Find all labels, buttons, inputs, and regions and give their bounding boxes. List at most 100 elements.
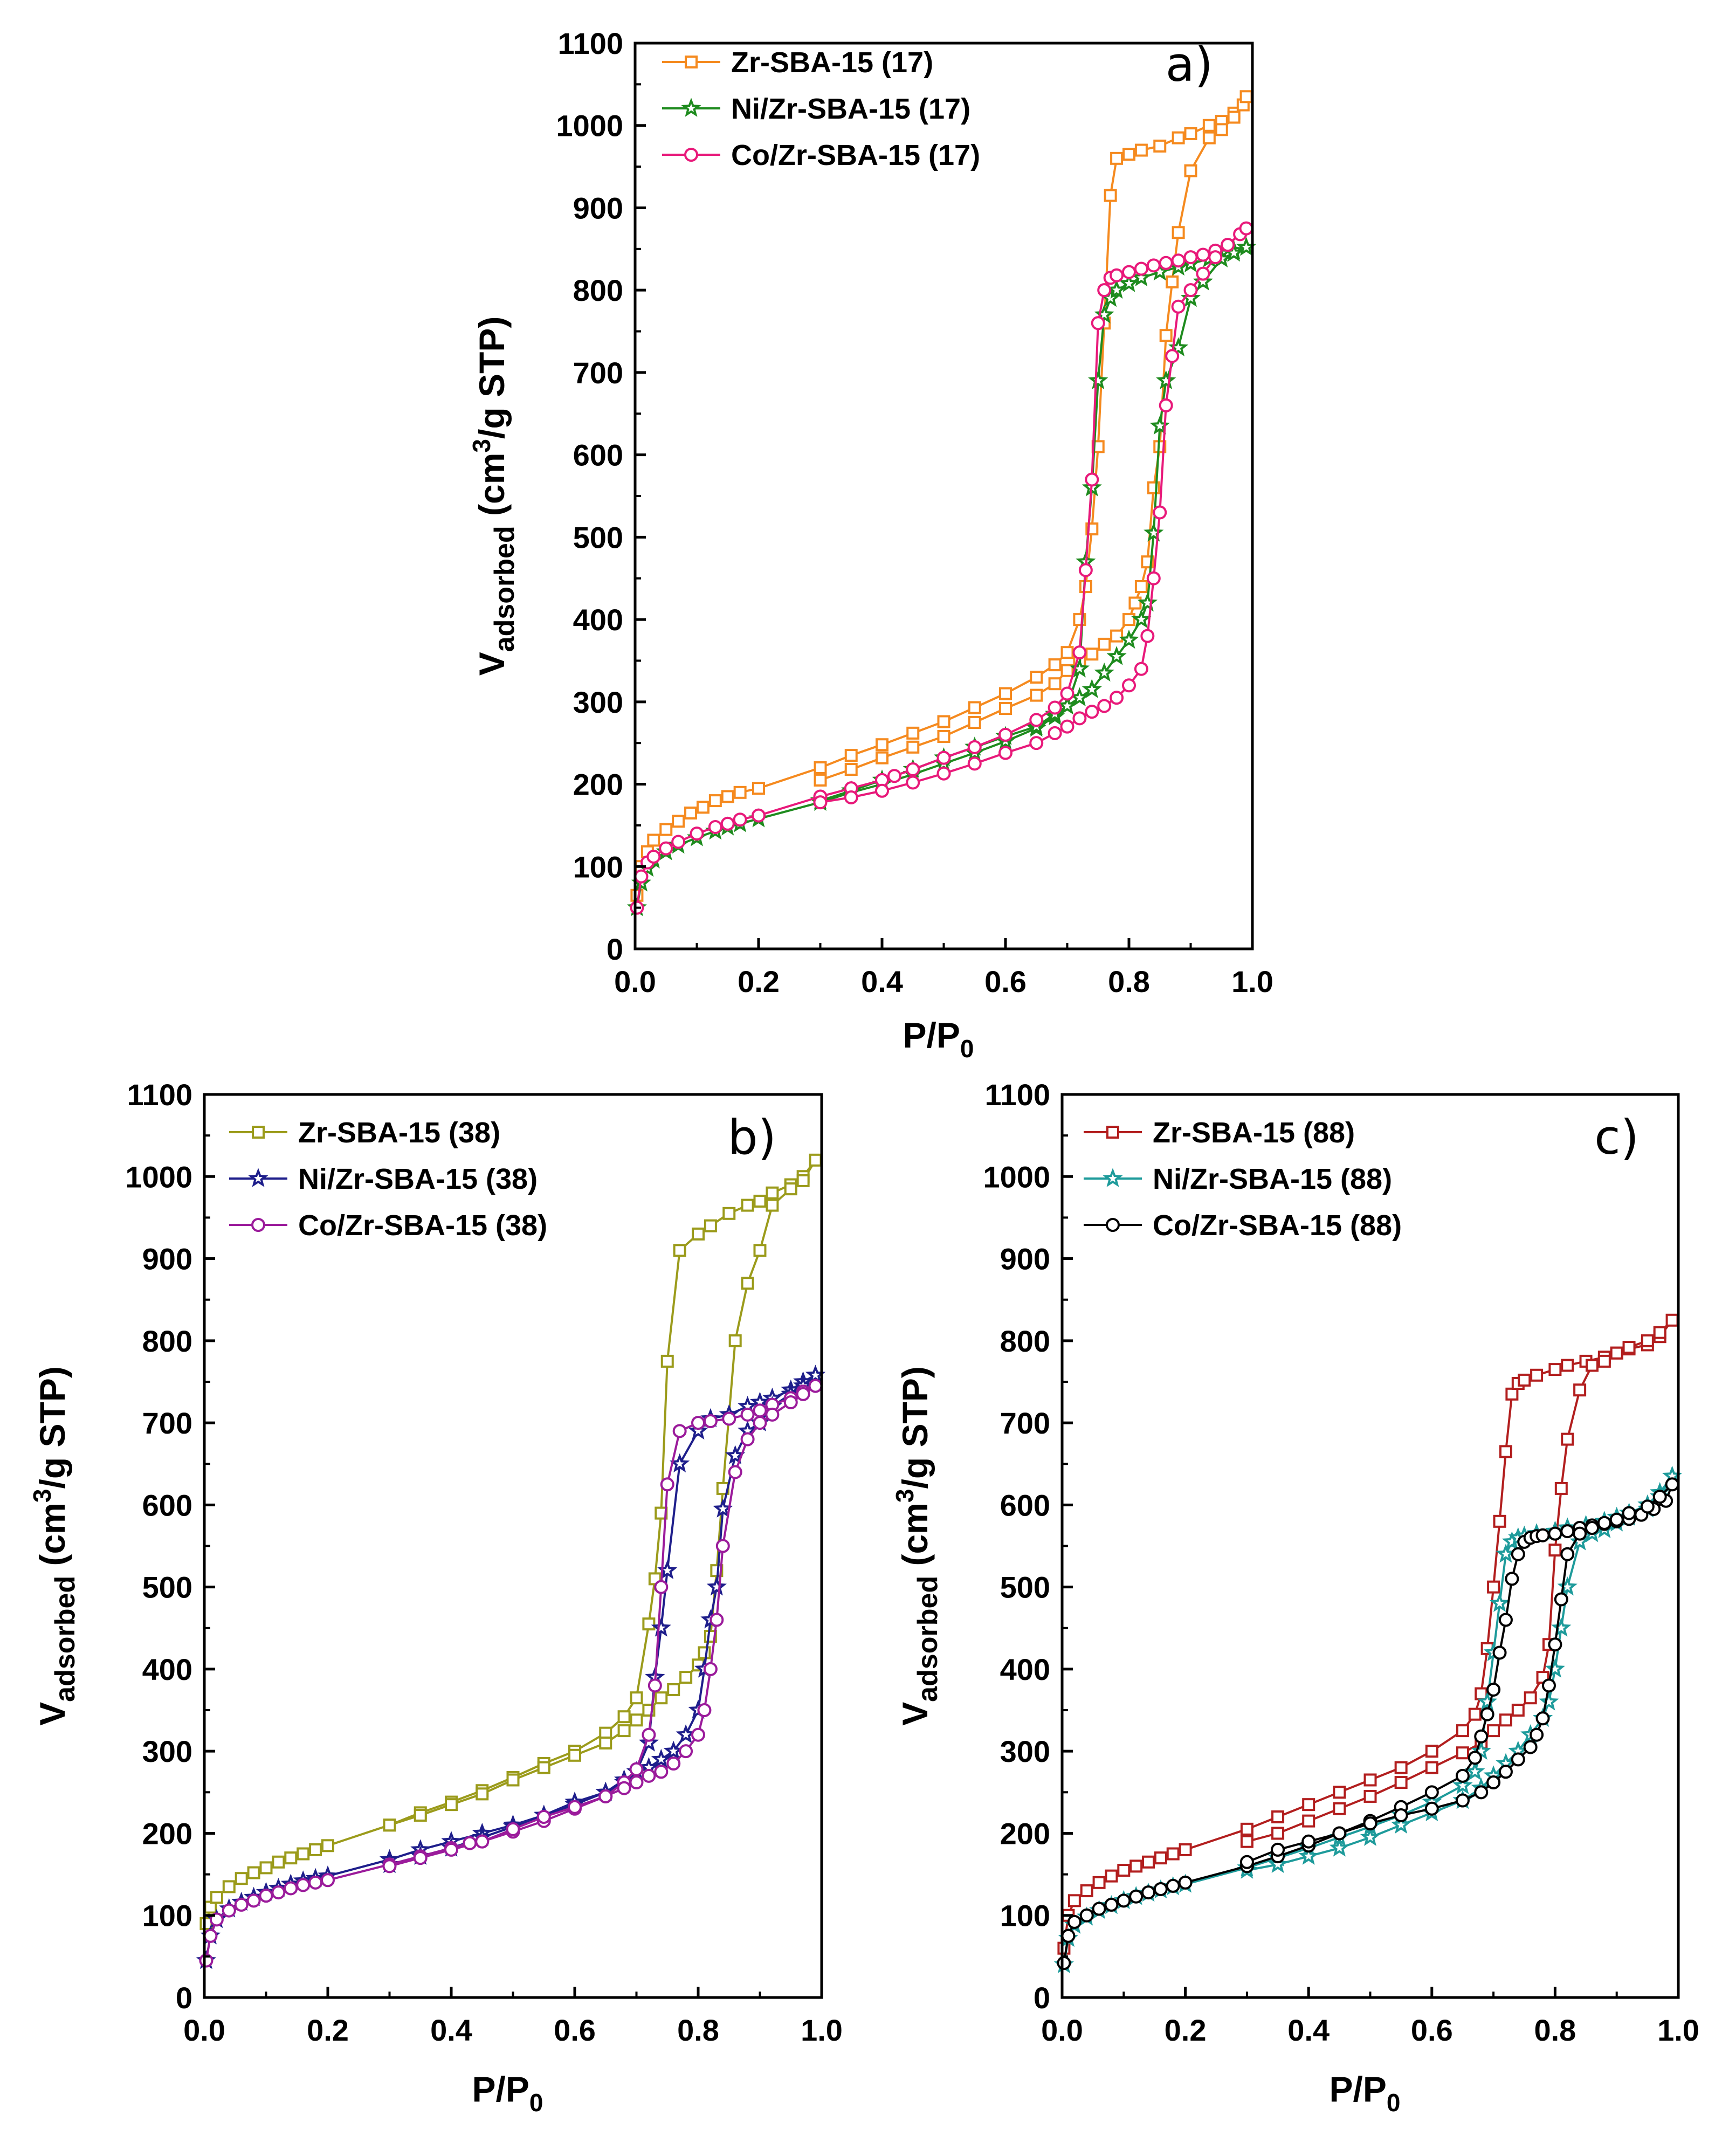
panel-b-legend-label-3: Co/Zr-SBA-15 (38) [298, 1209, 547, 1242]
panel-a-series-2-point-42 [1156, 370, 1176, 389]
panel-c-series-3-point-57 [1511, 1752, 1525, 1767]
panel-a-series-3-point-9 [733, 812, 747, 827]
panel-a-series-1-point-33 [1184, 127, 1197, 140]
panel-a-series-3-point-63 [875, 783, 889, 798]
panel-c-series-2-point-59 [1360, 1827, 1381, 1846]
panel-b-series-3-point-11 [321, 1873, 335, 1888]
panel-a-xtick-label-5: 1.0 [1231, 965, 1273, 998]
panel-c-series-1-point-38 [1665, 1313, 1679, 1327]
panel-a-series-3-point-17 [967, 740, 982, 754]
panel-b-series-1-point-21 [630, 1691, 643, 1705]
panel-c-series-1-point-26 [1505, 1387, 1519, 1401]
panel-c-series-3-point-45 [1622, 1506, 1636, 1520]
panel-a-series-3-point-4 [659, 841, 673, 856]
panel-b-series-3-point-54 [598, 1789, 613, 1803]
panel-c-ytick-label-0: 0 [1034, 1981, 1050, 2015]
panel-a-series-3-point-61 [936, 766, 951, 781]
panel-c-xtick-label-3: 0.6 [1411, 2013, 1453, 2047]
panel-c-series-3-point-46 [1609, 1512, 1624, 1527]
panel-c-legend-label-3: Co/Zr-SBA-15 (88) [1153, 1209, 1402, 1242]
panel-a-legend-label-2: Ni/Zr-SBA-15 (17) [731, 93, 970, 125]
panel-c-series-1-point-23 [1487, 1580, 1500, 1594]
panel-c-series-3-point-54 [1535, 1711, 1550, 1726]
panel-c-series-1-point-60 [1333, 1802, 1346, 1815]
panel-b-series-3-point-42 [728, 1465, 742, 1479]
panel-a-series-3-point-32 [1159, 256, 1173, 270]
panel-a-series-2-point-48 [1106, 646, 1127, 665]
panel-c-series-3-point-5 [1104, 1897, 1119, 1912]
panel-c-series-2-point-46 [1557, 1576, 1578, 1596]
panel-a-series-1-point-32 [1172, 131, 1185, 144]
panel-c-series-3-point-33 [1560, 1524, 1575, 1539]
panel-b-series-3-point-30 [722, 1411, 736, 1426]
panel-c-series-1-point-28 [1518, 1373, 1531, 1387]
panel-b-series-3-point-45 [703, 1662, 718, 1676]
panel-c-xtick-label-2: 0.4 [1287, 2013, 1330, 2047]
panel-b-series-3-point-32 [753, 1403, 767, 1418]
panel-b-series-1-point-58 [445, 1798, 458, 1811]
panel-b-series-1-point-11 [321, 1839, 334, 1852]
panel-c-series-2-point-60 [1329, 1837, 1349, 1857]
panel-a-label: a) [1166, 37, 1213, 92]
panel-b-series-3-point-4 [234, 1897, 249, 1912]
panel-a-series-3-point-3 [646, 849, 661, 864]
panel-a-series-3-point-7 [708, 819, 722, 834]
panel-c-series-3-point-64 [1363, 1816, 1377, 1831]
panel-b-ytick-label-2: 200 [142, 1816, 192, 1850]
panel-c-series-1-point-7 [1129, 1859, 1143, 1873]
panel-c-series-1-point-10 [1166, 1847, 1180, 1861]
panel-a-series-1-point-19 [1030, 671, 1043, 684]
panel-b-series-2-point-48 [663, 1740, 684, 1760]
panel-b-series-3-point-37 [796, 1387, 810, 1401]
panel-c-series-1-point-20 [1468, 1707, 1482, 1721]
panel-b-series-1-point-3 [222, 1880, 236, 1893]
panel-b-series-1-point-60 [383, 1819, 396, 1832]
panel-a-series-3-point-53 [1097, 699, 1112, 713]
panel-b-series-2-point-42 [713, 1498, 733, 1518]
panel-c-series-1-point-45 [1573, 1383, 1587, 1397]
panel-c-series-3-point-10 [1166, 1878, 1180, 1893]
panel-b-series-1-point-45 [698, 1646, 711, 1659]
panel-c-series-3-point-48 [1585, 1521, 1599, 1535]
panel-b-series-3-point-1 [203, 1928, 218, 1943]
panel-b: 0 100 200 300 400 500 600 700 800 900 1000 1100 0.0 0… [28, 1078, 843, 2117]
panel-b-series-1-point-10 [309, 1843, 322, 1856]
panel-a-series-1-point-8 [708, 794, 722, 808]
panel-b-xtick-label-2: 0.4 [430, 2013, 472, 2047]
panel-b-ytick-label-0: 0 [176, 1981, 192, 2015]
panel-c-series-2-point-48 [1545, 1658, 1565, 1678]
panel-c-series-1-point-43 [1597, 1354, 1611, 1368]
panel-b-series-1-point-5 [247, 1866, 260, 1879]
panel-b-series-3-point-9 [296, 1878, 311, 1892]
panel-a-series-3-line [636, 227, 1248, 908]
panel-c-series-1-point-56 [1456, 1746, 1469, 1760]
panel-a-series-1-point-38 [1239, 90, 1253, 104]
panel-b-ytick-label-3: 300 [142, 1734, 192, 1768]
panel-c-series-1-point-5 [1105, 1869, 1118, 1883]
panel-a-series-3-point-8 [720, 816, 735, 831]
panel-b-ytick-label-6: 600 [142, 1488, 192, 1522]
panel-a-series-1-point-58 [1030, 688, 1043, 702]
panel-b-series-1-point-30 [741, 1198, 754, 1212]
panel-c-series-1-point-19 [1456, 1724, 1469, 1738]
panel-a-series-3-point-25 [1091, 316, 1105, 330]
panel-c-series-1-point-61 [1302, 1814, 1315, 1828]
panel-b-series-3-point-5 [246, 1893, 261, 1908]
panel-b-ytick-label-8: 800 [142, 1324, 192, 1358]
panel-c-series-2-point-24 [1489, 1593, 1510, 1612]
panel-b-series-3-point-56 [536, 1810, 551, 1824]
panel-a-series-1-point-62 [906, 740, 920, 754]
panel-b-series-3-point-25 [654, 1580, 669, 1594]
panel-b-series-1-point-2 [210, 1891, 223, 1904]
panel-a-series-3-point-40 [1221, 238, 1235, 252]
panel-b-series-1-point-39 [753, 1244, 767, 1257]
panel-c-yaxis-title: Vadsorbed (cm3/g STP) [891, 1366, 943, 1726]
panel-b-series-1-point-41 [728, 1334, 742, 1347]
panel-a-series-3-point-51 [1122, 678, 1136, 693]
panel-c-series-1 [1057, 1313, 1679, 1955]
panel-b-series-1-point-25 [660, 1354, 674, 1368]
panel-b-series-3-point-6 [259, 1889, 273, 1903]
panel-c-series-1-point-4 [1092, 1876, 1106, 1889]
panel-a-legend-marker-1-point-0 [685, 56, 698, 68]
panel-c-series-1-point-25 [1499, 1445, 1512, 1458]
